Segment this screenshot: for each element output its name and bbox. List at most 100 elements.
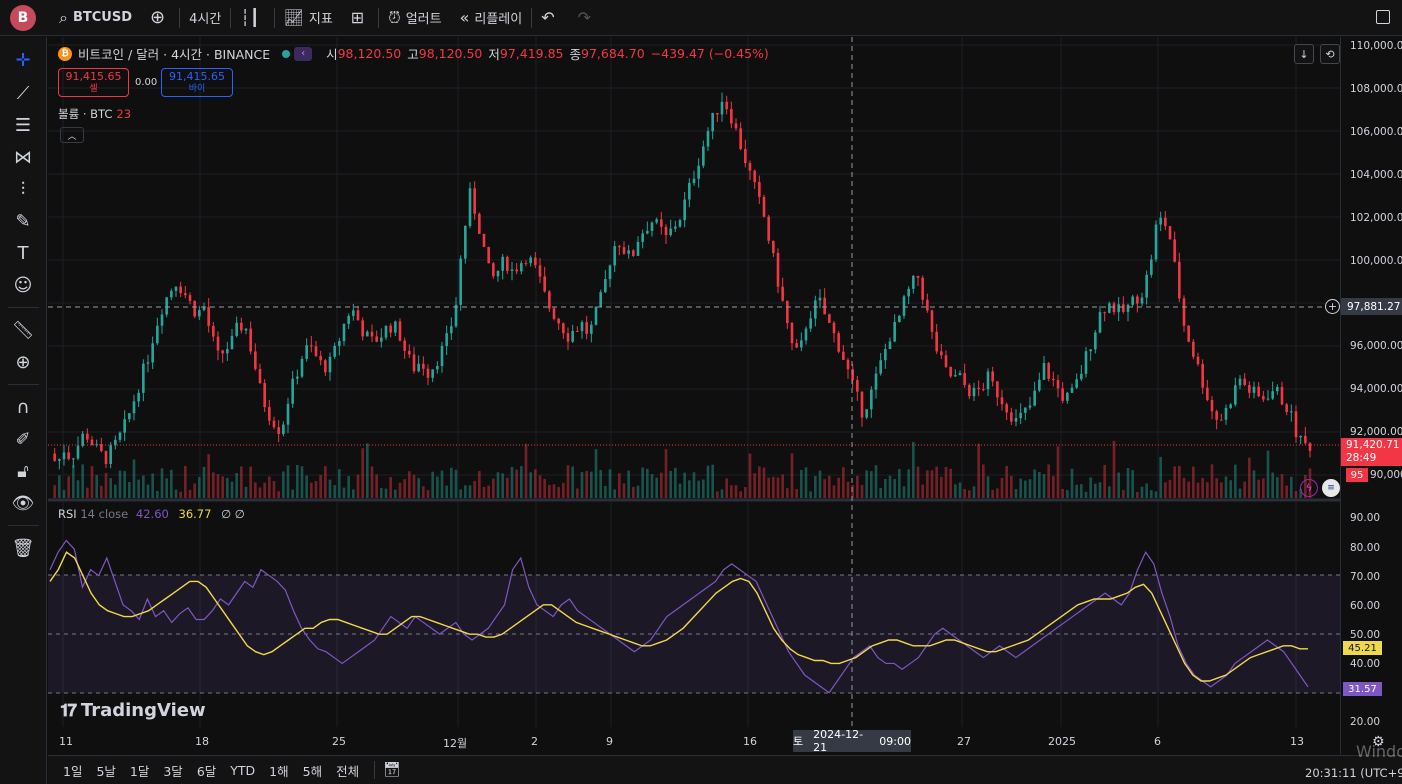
gear-icon[interactable]: ⚙ (1372, 734, 1385, 750)
range-ytd-button[interactable]: YTD (230, 762, 256, 778)
candle-body (468, 188, 472, 226)
collapse-legend-button[interactable]: ︿ (60, 127, 84, 143)
fib-retracement-icon[interactable]: ☰ (14, 114, 32, 136)
crosshair-icon[interactable]: ✛ (15, 49, 31, 71)
eye-icon[interactable]: 👁︎ (11, 492, 35, 514)
volume-bar (58, 475, 61, 498)
redo-button[interactable]: ↷ (569, 0, 605, 36)
candle-body (492, 263, 495, 277)
price-tick: 106,000.00 (1350, 126, 1402, 138)
volume-bar (1131, 470, 1134, 498)
range-1d-button[interactable]: 1일 (63, 763, 83, 779)
rsi-legend[interactable]: RSI 14 close 42.60 36.77 ∅ ∅ (58, 507, 245, 521)
magnet-icon[interactable]: ∩ (16, 396, 30, 418)
replay-mode-icon[interactable]: ‹ (294, 46, 313, 61)
candle-body (398, 321, 402, 341)
candle-body (314, 346, 318, 356)
candle-body (585, 322, 588, 334)
volume-bar (114, 484, 117, 498)
range-1y-button[interactable]: 1해 (269, 763, 289, 779)
interval-button[interactable]: 4시간 (180, 0, 230, 36)
indicators-button[interactable]: 📈︎ 지표 (275, 0, 342, 36)
volume-bar (310, 482, 313, 498)
candle-body (282, 424, 285, 435)
candle-body (991, 371, 994, 382)
lock-icon[interactable]: 🔓︎ (17, 460, 29, 482)
volume-bar (1243, 481, 1246, 498)
range-3m-button[interactable]: 3달 (163, 763, 183, 779)
ruler-icon[interactable]: 📏︎ (11, 319, 35, 341)
candle-body (160, 314, 164, 326)
chart-type-button[interactable]: ┆┃ (231, 0, 273, 36)
candle-body (818, 297, 822, 301)
alerts-button[interactable]: ⏰︎ 얼러트 (379, 0, 450, 36)
time-axis[interactable]: 11 18 25 12월 2 9 16 27 2025 6 13 (48, 728, 1340, 754)
volume-bar (468, 485, 472, 498)
calendar-icon[interactable]: 📅︎ (383, 762, 401, 778)
candle-body (1042, 363, 1046, 380)
candle-body (1028, 405, 1032, 408)
crosshair-price-label: 97,881.27 (1341, 298, 1402, 315)
candle-body (1248, 385, 1251, 393)
buy-button[interactable]: 91,415.65 바이 (161, 68, 233, 97)
range-6m-button[interactable]: 6달 (196, 763, 217, 779)
pattern-icon[interactable]: ⋈ (14, 146, 32, 168)
sell-button[interactable]: 91,415.65 셀 (58, 68, 129, 97)
candle-body (921, 277, 924, 300)
lightning-icon[interactable]: ϟ (1300, 479, 1318, 497)
replay-button[interactable]: « 리플레이 (451, 0, 532, 36)
reset-chart-button[interactable]: ⟲ (1320, 44, 1340, 64)
prediction-icon[interactable]: ⫶ (20, 178, 26, 200)
text-icon[interactable]: T (17, 242, 29, 264)
us-flag-icon[interactable]: ≡ (1322, 479, 1340, 497)
rsi-tick: 20.00 (1350, 716, 1381, 728)
compare-symbol-button[interactable]: ⊕ (141, 0, 179, 36)
range-5y-button[interactable]: 5해 (302, 763, 323, 779)
brush-icon[interactable]: ✎ (15, 210, 31, 232)
symbol-search-button[interactable]: ⌕ BTCUSD (50, 0, 141, 36)
volume-bar (193, 483, 196, 498)
candle-body (664, 226, 668, 236)
volume-bar (772, 476, 775, 498)
undo-button[interactable]: ↶ (532, 0, 568, 36)
lock-drawings-icon[interactable]: ✐ (15, 428, 31, 450)
volume-bar (636, 485, 640, 498)
fullscreen-icon[interactable] (1376, 10, 1390, 24)
candle-body (590, 324, 593, 334)
add-alert-plus-icon[interactable]: + (1325, 299, 1340, 314)
open-value: 98,120.50 (337, 46, 402, 61)
volume-bar (1014, 489, 1018, 498)
volume-bar (352, 489, 355, 498)
avatar[interactable]: B (10, 4, 36, 31)
volume-bar (646, 468, 649, 498)
volume-bar (422, 486, 425, 498)
emoji-icon[interactable]: ☺ (13, 274, 33, 296)
range-1m-button[interactable]: 1달 (129, 763, 150, 779)
zoom-in-icon[interactable]: ⊕ (15, 351, 31, 373)
price-tick: 96,000.00 (1350, 340, 1402, 352)
trend-line-icon[interactable]: ⟋ (16, 82, 30, 104)
trash-icon[interactable]: 🗑︎ (11, 537, 35, 559)
volume-bar (506, 477, 509, 498)
sell-price: 91,415.65 (65, 70, 122, 83)
volume-bar (879, 487, 882, 498)
candle-body (814, 300, 817, 319)
candle-body (884, 349, 887, 361)
candle-body (128, 413, 131, 420)
tradingview-logo[interactable]: 𝟏𝟕 TradingView (60, 700, 206, 721)
range-all-button[interactable]: 전체 (336, 763, 360, 779)
chart-canvas[interactable] (48, 37, 1340, 754)
layout-button[interactable]: ⊞ (342, 0, 378, 36)
scroll-to-latest-button[interactable]: ↓ (1294, 44, 1314, 64)
price-axis[interactable] (1340, 37, 1402, 754)
time-tick: 25 (332, 735, 346, 748)
range-5d-button[interactable]: 5날 (96, 763, 116, 779)
volume-bar (207, 454, 210, 498)
volume-legend[interactable]: 볼륨 · BTC 23 (58, 106, 131, 122)
volume-bar (296, 464, 299, 498)
chart-area[interactable] (48, 37, 1340, 754)
symbol-title[interactable]: 비트코인 / 달러 · 4시간 · BINANCE (78, 47, 271, 62)
candle-body (86, 433, 89, 440)
price-tick: 100,000.00 (1350, 255, 1402, 267)
clock[interactable]: 20:31:11 (UTC+9) (1305, 766, 1402, 780)
